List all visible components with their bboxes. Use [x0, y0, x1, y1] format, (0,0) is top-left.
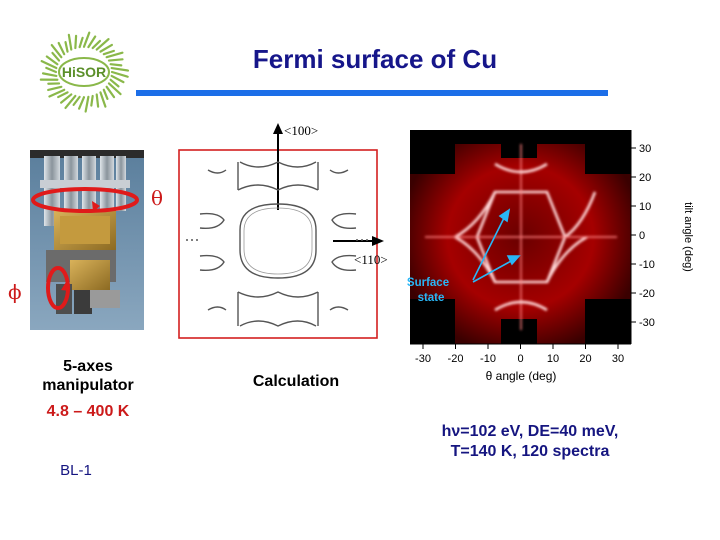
logo-ray: [77, 96, 86, 110]
logo-ray: [78, 36, 84, 49]
logo-ray: [95, 93, 100, 108]
y-tick-label: 0: [639, 230, 645, 242]
surface-state-label-2: state: [418, 292, 445, 304]
calculated-fermi-surface: <100> <110>: [178, 123, 388, 339]
logo-ray: [45, 55, 59, 66]
logo-ray: [74, 34, 78, 50]
title-underline: [136, 90, 608, 96]
logo-ray: [64, 94, 77, 110]
logo-ray: [57, 91, 69, 99]
y-tick-label: 20: [639, 172, 651, 184]
arpes-fermi-map: Surface state 30 20 10 0 -10 -20 -30 tilt angl…: [407, 130, 694, 383]
x-tick-label: 0: [517, 353, 523, 365]
logo-ray: [109, 78, 120, 88]
logo-ray: [110, 66, 130, 72]
surface-state-label-1: Surface: [407, 277, 449, 289]
y-tick-label: -20: [639, 288, 655, 300]
logo-ray: [110, 70, 129, 78]
calculation-caption: Calculation: [252, 373, 340, 390]
y-tick-label: 10: [639, 201, 651, 213]
parameters-line-2: T=140 K, 120 spectra: [450, 443, 610, 460]
axis-110-label: <110>: [354, 252, 388, 267]
logo-ray: [107, 82, 122, 96]
logo-ray: [67, 33, 73, 51]
logo-ray: [51, 51, 61, 62]
logo-ray: [50, 43, 63, 59]
logo-text: HiSOR: [62, 64, 106, 80]
logo-ray: [87, 35, 97, 49]
y-tick-label: -10: [639, 259, 655, 271]
logo-ray: [60, 93, 73, 104]
measurement-parameters: hν=102 eV, DE=40 meV, T=140 K, 120 spect…: [404, 422, 656, 462]
x-tick-label: 30: [612, 353, 624, 365]
logo-ray: [82, 31, 91, 48]
x-tick-label: 10: [547, 353, 559, 365]
phi-label: ϕ: [8, 280, 22, 304]
temperature-range: 4.8 – 400 K: [46, 403, 130, 420]
logo-ray: [91, 39, 102, 50]
logo-ray: [64, 41, 69, 53]
logo-ray: [40, 60, 58, 70]
logo-ray: [84, 95, 90, 113]
x-tick-label: 20: [579, 353, 591, 365]
logo-ray: [72, 95, 81, 106]
logo-ray: [99, 91, 107, 108]
logo-ray: [48, 88, 66, 98]
logo-ray: [90, 94, 94, 107]
logo-ray: [105, 51, 124, 59]
x-tick-label: -20: [448, 353, 464, 365]
x-tick-label: -10: [480, 353, 496, 365]
logo-ray: [41, 72, 58, 78]
beamline-label: BL-1: [60, 462, 92, 479]
logo-ray: [107, 58, 124, 62]
y-axis-label: tilt angle (deg): [682, 202, 694, 272]
logo-ray: [95, 38, 110, 51]
logo-ray: [102, 88, 109, 101]
axis-100-label: <100>: [284, 123, 318, 138]
hisor-logo: HiSOR: [39, 31, 130, 113]
logo-ray: [109, 63, 123, 67]
manipulator-caption: 5-axes manipulator: [28, 357, 148, 395]
logo-ray: [45, 66, 58, 74]
logo-ray: [102, 49, 115, 56]
x-axis-label: θ angle (deg): [486, 369, 557, 383]
y-tick-label: 30: [639, 143, 651, 155]
manipulator-photo: [30, 150, 144, 330]
logo-ray: [99, 43, 113, 53]
logo-ray: [57, 41, 66, 56]
logo-ray: [105, 85, 116, 99]
y-tick-label: -30: [639, 317, 655, 329]
logo-ray: [110, 74, 125, 84]
x-tick-label: -30: [415, 353, 431, 365]
slide-title: Fermi surface of Cu: [252, 44, 498, 74]
manipulator-line-2: manipulator: [42, 377, 134, 394]
logo-ray: [47, 85, 63, 92]
theta-label: θ: [151, 186, 164, 210]
manipulator-line-1: 5-axes: [63, 358, 113, 375]
parameters-line-1: hν=102 eV, DE=40 meV,: [441, 423, 619, 440]
